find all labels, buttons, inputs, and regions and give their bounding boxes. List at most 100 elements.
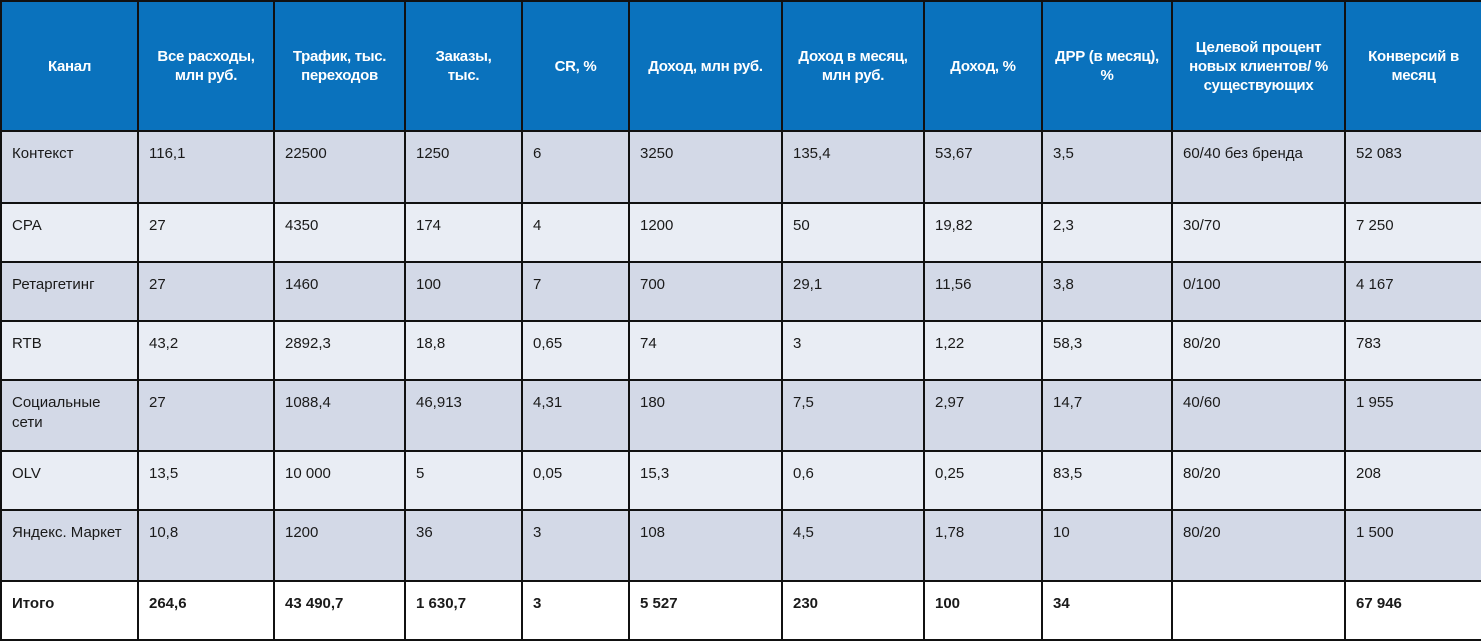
- cell-traffic: 43 490,7: [273, 580, 406, 641]
- cell-revenue-percent: 0,25: [923, 450, 1043, 511]
- cell-target-percent: 0/100: [1171, 261, 1346, 322]
- cell-drr: 34: [1041, 580, 1173, 641]
- cell-conversions: 67 946: [1344, 580, 1481, 641]
- cell-cr: 4: [521, 202, 630, 263]
- cell-cr: 4,31: [521, 379, 630, 452]
- cell-target-percent: 80/20: [1171, 450, 1346, 511]
- cell-revenue-percent: 19,82: [923, 202, 1043, 263]
- cell-channel: Контекст: [0, 130, 139, 204]
- cell-traffic: 10 000: [273, 450, 406, 511]
- cell-conversions: 783: [1344, 320, 1481, 381]
- total-row: Итого 264,6 43 490,7 1 630,7 3 5 527 230 100 34 6…: [0, 580, 1481, 641]
- cell-drr: 3,8: [1041, 261, 1173, 322]
- cell-revenue-percent: 100: [923, 580, 1043, 641]
- cell-revenue-per-month: 29,1: [781, 261, 925, 322]
- table-row: Контекст 116,1 22500 1250 6 3250 135,4 53,67 3,5…: [0, 130, 1481, 204]
- cell-orders: 36: [404, 509, 523, 582]
- cell-total-expenses: 116,1: [137, 130, 275, 204]
- cell-revenue-percent: 1,22: [923, 320, 1043, 381]
- cell-revenue-percent: 53,67: [923, 130, 1043, 204]
- cell-revenue: 1200: [628, 202, 783, 263]
- cell-channel: CPA: [0, 202, 139, 263]
- cell-channel: Яндекс. Маркет: [0, 509, 139, 582]
- header-row: Канал Все расходы, млн руб. Трафик, тыс.…: [0, 0, 1481, 132]
- cell-total-expenses: 43,2: [137, 320, 275, 381]
- table-row: CPA 27 4350 174 4 1200 50 19,82 2,3 30/70 7 250: [0, 202, 1481, 263]
- header-cell-conversions: Конверсий в месяц: [1344, 0, 1481, 132]
- cell-revenue-per-month: 4,5: [781, 509, 925, 582]
- cell-target-percent: 30/70: [1171, 202, 1346, 263]
- cell-conversions: 208: [1344, 450, 1481, 511]
- cell-traffic: 1088,4: [273, 379, 406, 452]
- cell-orders: 1 630,7: [404, 580, 523, 641]
- table-row: Социальные сети 27 1088,4 46,913 4,31 180 7,5 2…: [0, 379, 1481, 452]
- cell-drr: 58,3: [1041, 320, 1173, 381]
- header-cell-target-percent: Целевой процент новых клиентов/ % сущест…: [1171, 0, 1346, 132]
- cell-conversions: 4 167: [1344, 261, 1481, 322]
- cell-revenue-per-month: 230: [781, 580, 925, 641]
- cell-drr: 14,7: [1041, 379, 1173, 452]
- cell-revenue: 700: [628, 261, 783, 322]
- cell-traffic: 2892,3: [273, 320, 406, 381]
- cell-revenue-per-month: 7,5: [781, 379, 925, 452]
- cell-revenue: 108: [628, 509, 783, 582]
- header-cell-drr: ДРР (в месяц), %: [1041, 0, 1173, 132]
- cell-cr: 3: [521, 509, 630, 582]
- cell-total-expenses: 264,6: [137, 580, 275, 641]
- cell-revenue: 15,3: [628, 450, 783, 511]
- header-cell-traffic: Трафик, тыс. переходов: [273, 0, 406, 132]
- cell-channel: Социальные сети: [0, 379, 139, 452]
- cell-revenue-percent: 11,56: [923, 261, 1043, 322]
- cell-total-expenses: 27: [137, 261, 275, 322]
- cell-channel: RTB: [0, 320, 139, 381]
- cell-revenue-per-month: 135,4: [781, 130, 925, 204]
- cell-conversions: 1 955: [1344, 379, 1481, 452]
- cell-orders: 18,8: [404, 320, 523, 381]
- cell-orders: 46,913: [404, 379, 523, 452]
- cell-orders: 5: [404, 450, 523, 511]
- cell-conversions: 1 500: [1344, 509, 1481, 582]
- cell-channel: Итого: [0, 580, 139, 641]
- cell-orders: 1250: [404, 130, 523, 204]
- cell-drr: 3,5: [1041, 130, 1173, 204]
- cell-drr: 2,3: [1041, 202, 1173, 263]
- cell-drr: 83,5: [1041, 450, 1173, 511]
- cell-revenue: 5 527: [628, 580, 783, 641]
- table-row: Ретаргетинг 27 1460 100 7 700 29,1 11,56 3,8 0/10…: [0, 261, 1481, 322]
- cell-cr: 0,05: [521, 450, 630, 511]
- cell-traffic: 1460: [273, 261, 406, 322]
- table-row: Яндекс. Маркет 10,8 1200 36 3 108 4,5 1,78 10 80/…: [0, 509, 1481, 582]
- cell-conversions: 52 083: [1344, 130, 1481, 204]
- cell-revenue-percent: 1,78: [923, 509, 1043, 582]
- cell-target-percent: 80/20: [1171, 320, 1346, 381]
- cell-drr: 10: [1041, 509, 1173, 582]
- cell-revenue-percent: 2,97: [923, 379, 1043, 452]
- cell-target-percent: 80/20: [1171, 509, 1346, 582]
- cell-total-expenses: 13,5: [137, 450, 275, 511]
- cell-revenue: 180: [628, 379, 783, 452]
- header-cell-revenue-percent: Доход, %: [923, 0, 1043, 132]
- cell-orders: 174: [404, 202, 523, 263]
- cell-revenue: 3250: [628, 130, 783, 204]
- cell-total-expenses: 27: [137, 379, 275, 452]
- table-row: RTB 43,2 2892,3 18,8 0,65 74 3 1,22 58,3 80/20 783: [0, 320, 1481, 381]
- cell-conversions: 7 250: [1344, 202, 1481, 263]
- header-cell-total-expenses: Все расходы, млн руб.: [137, 0, 275, 132]
- header-cell-orders: Заказы, тыс.: [404, 0, 523, 132]
- cell-revenue-per-month: 0,6: [781, 450, 925, 511]
- cell-cr: 7: [521, 261, 630, 322]
- cell-target-percent: [1171, 580, 1346, 641]
- cell-revenue-per-month: 3: [781, 320, 925, 381]
- header-cell-revenue: Доход, млн руб.: [628, 0, 783, 132]
- cell-target-percent: 60/40 без бренда: [1171, 130, 1346, 204]
- header-cell-revenue-per-month: Доход в месяц, млн руб.: [781, 0, 925, 132]
- cell-cr: 0,65: [521, 320, 630, 381]
- header-cell-channel: Канал: [0, 0, 139, 132]
- cell-channel: Ретаргетинг: [0, 261, 139, 322]
- cell-orders: 100: [404, 261, 523, 322]
- cell-traffic: 22500: [273, 130, 406, 204]
- cell-traffic: 1200: [273, 509, 406, 582]
- cell-cr: 3: [521, 580, 630, 641]
- cell-target-percent: 40/60: [1171, 379, 1346, 452]
